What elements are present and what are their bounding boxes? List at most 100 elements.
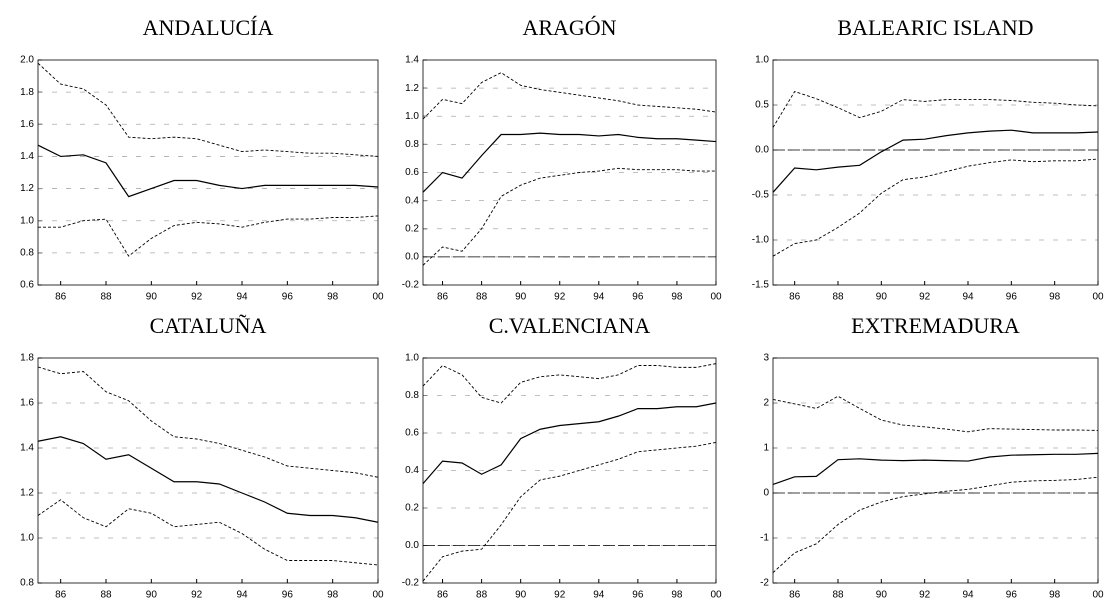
x-tick-label: 94 [593, 292, 605, 303]
y-tick-label: 0.5 [755, 100, 769, 111]
x-tick-label: 86 [789, 292, 801, 303]
y-tick-label: 1.4 [405, 55, 419, 66]
x-tick-label: 88 [832, 292, 844, 303]
y-tick-label: 0.8 [20, 578, 34, 589]
x-tick-label: 88 [100, 590, 112, 601]
line-series [772, 90, 1099, 128]
y-tick-label: 0.0 [755, 145, 769, 156]
y-tick-label: -1.0 [752, 235, 770, 246]
x-tick-label: 86 [437, 590, 449, 601]
x-tick-label: 96 [632, 292, 644, 303]
y-tick-label: 0.4 [405, 195, 419, 206]
y-tick-label: 2 [763, 398, 769, 409]
y-tick-label: 1.6 [20, 398, 34, 409]
y-tick-label: 1.2 [405, 83, 419, 94]
line-series [772, 129, 1099, 193]
line-series [422, 132, 717, 193]
chart-title: CATALUÑA [150, 313, 267, 338]
line-series [422, 167, 716, 266]
x-tick-label: 88 [476, 292, 488, 303]
y-tick-label: -1.5 [752, 280, 770, 291]
x-tick-label: 96 [632, 590, 644, 601]
x-tick-label: 88 [832, 590, 844, 601]
line-series [772, 158, 1099, 257]
x-tick-label: 92 [554, 292, 566, 303]
y-tick-label: -0.5 [752, 190, 770, 201]
y-tick-label: 0.0 [405, 540, 419, 551]
x-tick-label: 92 [191, 292, 203, 303]
x-tick-label: 92 [191, 590, 203, 601]
line-series [37, 62, 379, 157]
line-series [422, 72, 717, 120]
x-tick-label: 90 [515, 292, 527, 303]
x-tick-label: 00 [1092, 292, 1104, 303]
x-tick-label: 86 [55, 590, 67, 601]
y-tick-label: 0 [763, 488, 769, 499]
chart-title: ANDALUCÍA [143, 15, 274, 40]
x-tick-label: 98 [671, 590, 683, 601]
x-tick-label: 88 [476, 590, 488, 601]
x-tick-label: 00 [1092, 590, 1104, 601]
y-tick-label: -2 [760, 578, 769, 589]
y-tick-label: 1 [763, 443, 769, 454]
y-tick-label: 0.0 [405, 252, 419, 263]
line-series [38, 215, 379, 257]
y-tick-label: 1.4 [20, 151, 34, 162]
x-tick-label: 90 [515, 590, 527, 601]
y-tick-label: 0.2 [405, 503, 419, 514]
y-tick-label: 1.8 [20, 87, 34, 98]
plot-frame [772, 59, 1099, 286]
y-tick-label: 0.2 [405, 223, 419, 234]
y-tick-label: 0.8 [20, 247, 34, 258]
x-tick-label: 86 [55, 292, 67, 303]
x-tick-label: 96 [1006, 292, 1018, 303]
x-tick-label: 94 [962, 590, 974, 601]
x-tick-label: 00 [372, 292, 384, 303]
y-tick-label: 1.0 [405, 353, 419, 364]
line-series [422, 441, 717, 582]
y-tick-label: 0.4 [405, 465, 419, 476]
y-tick-label: 1.0 [405, 111, 419, 122]
x-tick-label: 86 [789, 590, 801, 601]
x-tick-label: 88 [100, 292, 112, 303]
line-series [37, 144, 379, 198]
line-series [37, 366, 379, 478]
line-series [422, 363, 717, 404]
x-tick-label: 98 [671, 292, 683, 303]
y-tick-label: 1.2 [20, 183, 34, 194]
y-tick-label: -0.2 [402, 280, 420, 291]
x-tick-label: 94 [962, 292, 974, 303]
chart-title: EXTREMADURA [851, 313, 1020, 338]
x-tick-label: 90 [146, 590, 158, 601]
x-tick-label: 96 [282, 292, 294, 303]
plot-frame [422, 59, 717, 286]
x-tick-label: 00 [710, 292, 722, 303]
y-tick-label: -0.2 [402, 578, 420, 589]
x-tick-label: 92 [554, 590, 566, 601]
y-tick-label: 1.0 [20, 533, 34, 544]
x-tick-label: 90 [876, 292, 888, 303]
y-tick-label: 0.8 [405, 139, 419, 150]
y-tick-label: 0.6 [20, 280, 34, 291]
x-tick-label: 98 [1049, 590, 1061, 601]
y-tick-label: 1.4 [20, 443, 34, 454]
chart-title: ARAGÓN [522, 15, 616, 40]
y-tick-label: 1.6 [20, 119, 34, 130]
line-series [37, 499, 379, 566]
x-tick-label: 00 [372, 590, 384, 601]
chart-title: BALEARIC ISLAND [837, 15, 1033, 40]
x-tick-label: 90 [146, 292, 158, 303]
x-tick-label: 98 [1049, 292, 1061, 303]
y-tick-label: 0.8 [405, 390, 419, 401]
x-tick-label: 00 [710, 590, 722, 601]
x-tick-label: 92 [919, 590, 931, 601]
y-tick-label: 1.2 [20, 488, 34, 499]
plot-frame [772, 357, 1099, 584]
line-series [772, 476, 1099, 573]
line-series [772, 452, 1099, 486]
x-tick-label: 94 [593, 590, 605, 601]
y-tick-label: 1.0 [20, 215, 34, 226]
x-tick-label: 92 [919, 292, 931, 303]
x-tick-label: 98 [327, 292, 339, 303]
